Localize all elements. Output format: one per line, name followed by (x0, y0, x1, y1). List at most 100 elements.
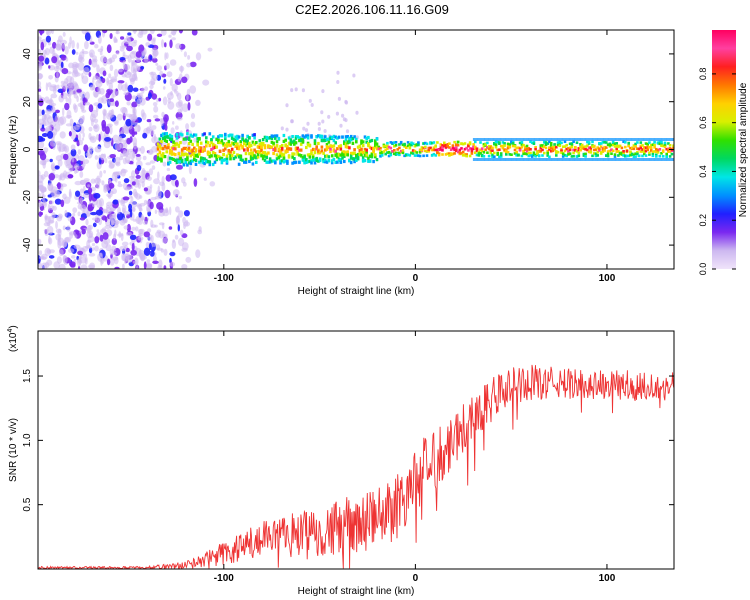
heatmap-cell (611, 140, 615, 144)
heatmap-cell (97, 48, 104, 53)
heatmap-cell (491, 153, 494, 157)
heatmap-cell (285, 103, 289, 108)
heatmap-cell (203, 147, 206, 151)
heatmap-cell (218, 149, 222, 153)
heatmap-cell (645, 158, 648, 161)
heatmap-cell (670, 138, 673, 141)
heatmap-cell (146, 176, 152, 182)
heatmap-cell (211, 150, 215, 154)
heatmap-cell (88, 49, 95, 58)
heatmap-cell (132, 218, 137, 222)
heatmap-cell (625, 154, 629, 158)
heatmap-cell (546, 150, 549, 153)
heatmap-cell (346, 150, 349, 154)
heatmap-cell (568, 146, 572, 150)
heatmap-cell (146, 119, 152, 123)
heatmap-cell (472, 138, 476, 141)
heatmap-cell (611, 143, 615, 147)
heatmap-cell (593, 152, 596, 155)
heatmap-cell (161, 111, 165, 118)
heatmap-cell (546, 154, 549, 157)
heatmap-cell (44, 48, 50, 56)
heatmap-cell (96, 64, 100, 73)
heatmap-cell (315, 156, 318, 161)
heatmap-cell (341, 135, 344, 139)
heatmap-cell (158, 259, 163, 268)
heatmap-cell (44, 57, 50, 65)
heatmap-cell (172, 140, 175, 144)
heatmap-cell (194, 158, 198, 163)
heatmap-cell (135, 264, 139, 269)
heatmap-cell (484, 138, 487, 141)
heatmap-cell (377, 147, 381, 151)
heatmap-cell (237, 147, 241, 151)
heatmap-cell (506, 146, 510, 150)
heatmap-cell (648, 153, 651, 156)
heatmap-cell (651, 143, 655, 146)
heatmap-cell (324, 148, 327, 152)
heatmap-cell (634, 142, 637, 146)
heatmap-cell (339, 153, 343, 157)
heatmap-cell (659, 158, 662, 161)
heatmap-cell (655, 147, 658, 151)
heatmap-cell (578, 158, 581, 161)
heatmap-cell (39, 152, 47, 161)
heatmap-cell (646, 148, 649, 151)
heatmap-cell (119, 142, 126, 149)
heatmap-cell (217, 154, 220, 158)
heatmap-cell (191, 134, 194, 138)
heatmap-cell (499, 155, 503, 158)
heatmap-cell (627, 141, 630, 145)
heatmap-cell (255, 155, 258, 159)
heatmap-cell (668, 158, 671, 161)
heatmap-cell (408, 154, 412, 157)
y-tick-label: 0.5 (22, 497, 33, 511)
heatmap-cell (299, 154, 303, 158)
heatmap-cell (90, 211, 98, 216)
heatmap-cell (608, 142, 612, 146)
heatmap-cell (71, 157, 75, 163)
heatmap-cell (518, 141, 522, 145)
colorbar-tick-label: 0.4 (698, 165, 708, 178)
heatmap-cell (147, 150, 154, 156)
heatmap-cell (275, 140, 279, 144)
heatmap-cell (40, 174, 46, 180)
heatmap-cell (536, 152, 539, 156)
heatmap-cell (632, 155, 636, 159)
heatmap-cell (325, 145, 329, 149)
heatmap-cell (243, 160, 246, 164)
heatmap-cell (175, 136, 179, 140)
heatmap-cell (549, 141, 553, 145)
heatmap-cell (132, 188, 138, 197)
heatmap-cell (109, 98, 115, 103)
heatmap-cell (620, 158, 623, 161)
heatmap-cell (418, 154, 422, 158)
heatmap-cell (132, 87, 139, 92)
heatmap-cell (108, 82, 114, 91)
heatmap-cell (418, 148, 422, 152)
heatmap-cell (501, 144, 505, 148)
heatmap-cell (663, 138, 667, 141)
heatmap-cell (317, 141, 320, 146)
heatmap-cell (80, 264, 88, 269)
colorbar-tick-label: 0.0 (698, 263, 708, 276)
heatmap-cell (160, 248, 164, 253)
heatmap-cell (202, 79, 210, 86)
heatmap-cell (668, 155, 672, 158)
heatmap-cell (301, 140, 305, 144)
snr-y-label: SNR (10 * v/v) (8, 418, 19, 482)
heatmap-cell (320, 145, 324, 149)
heatmap-cell (220, 139, 224, 143)
heatmap-cell (461, 142, 465, 146)
heatmap-cell (123, 219, 127, 223)
heatmap-cell (313, 139, 317, 143)
heatmap-cell (303, 161, 306, 165)
heatmap-cell (405, 154, 408, 157)
heatmap-cell (377, 145, 381, 149)
heatmap-cell (577, 148, 581, 152)
heatmap-cell (167, 162, 170, 166)
heatmap-cell (301, 155, 305, 160)
heatmap-cell (618, 152, 622, 155)
heatmap-cell (280, 146, 284, 151)
